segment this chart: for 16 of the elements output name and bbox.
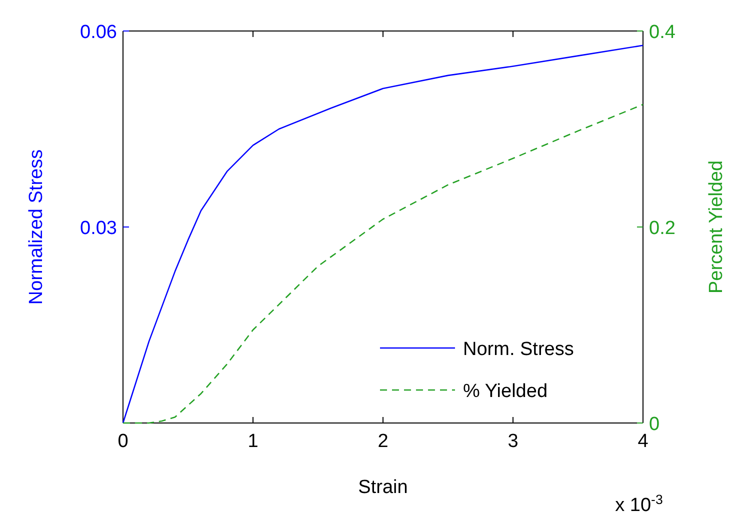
y2-tick-label: 0.4 [649, 22, 676, 43]
x-tick-label: 2 [378, 431, 388, 452]
x-tick-label: 4 [638, 431, 649, 452]
x-tick-label: 3 [508, 431, 518, 452]
y-axis-title: Normalized Stress [26, 149, 47, 305]
text: x 10$^{-3}$ [615, 492, 663, 516]
y2-axis-title: Percent Yielded [706, 160, 727, 294]
x-tick-label: 1 [248, 431, 258, 452]
y2-tick-label: 0 [649, 414, 660, 435]
legend-label: Norm. Stress [463, 339, 574, 360]
y2-tick-label: 0.2 [649, 218, 676, 239]
x-axis-title: Strain [358, 477, 408, 498]
x-tick-label: 0 [118, 431, 128, 452]
legend-label: % Yielded [463, 381, 548, 402]
y-tick-label: 0.06 [80, 22, 117, 43]
y-tick-label: 0.03 [80, 218, 117, 239]
